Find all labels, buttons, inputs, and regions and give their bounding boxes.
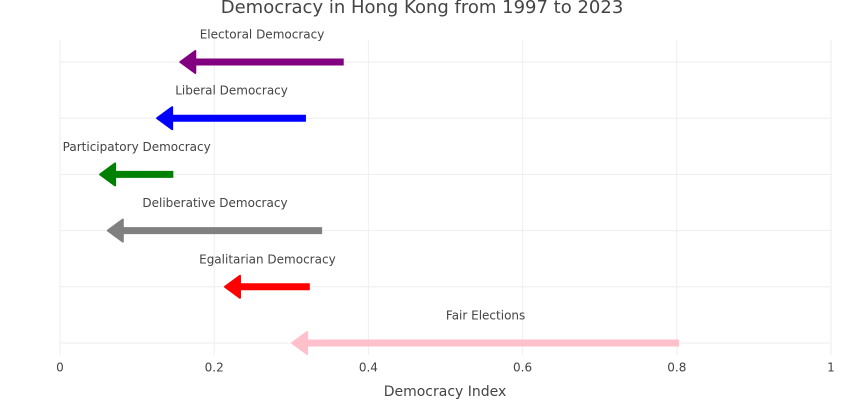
category-label: Deliberative Democracy bbox=[142, 196, 287, 210]
arrow-head bbox=[99, 162, 117, 187]
category-label: Egalitarian Democracy bbox=[199, 252, 336, 266]
x-tick-label: 0.4 bbox=[359, 361, 378, 375]
category-label: Liberal Democracy bbox=[175, 84, 288, 98]
category-label: Participatory Democracy bbox=[63, 140, 211, 154]
x-tick-label: 1 bbox=[827, 361, 835, 375]
arrow-head bbox=[223, 274, 241, 299]
arrow-head bbox=[291, 331, 309, 355]
x-axis-title: Democracy Index bbox=[384, 384, 507, 400]
category-label: Electoral Democracy bbox=[200, 28, 325, 42]
x-tick-label: 0.8 bbox=[667, 361, 686, 375]
category-label: Fair Elections bbox=[446, 309, 525, 323]
arrow-head bbox=[106, 218, 124, 243]
chart-title: Democracy in Hong Kong from 1997 to 2023 bbox=[221, 0, 624, 18]
x-tick-label: 0.2 bbox=[205, 361, 224, 375]
x-tick-label: 0.6 bbox=[513, 361, 532, 375]
arrow-head bbox=[179, 50, 197, 74]
arrow-head bbox=[156, 106, 174, 131]
x-tick-label: 0 bbox=[56, 361, 64, 375]
